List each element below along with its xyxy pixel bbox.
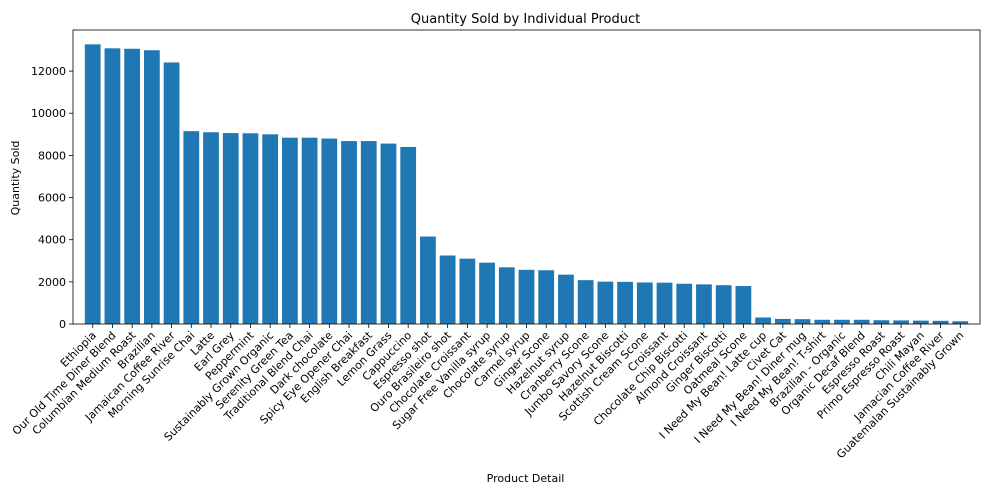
- bar: [124, 48, 141, 324]
- bar: [262, 134, 279, 324]
- bar: [203, 132, 219, 324]
- bar: [853, 319, 870, 324]
- bar: [498, 267, 515, 324]
- bar: [183, 131, 200, 324]
- bar: [656, 282, 673, 324]
- y-tick-label: 12000: [31, 65, 66, 78]
- bar: [597, 281, 614, 324]
- bar: [84, 44, 101, 324]
- bar: [380, 143, 397, 324]
- bar: [558, 274, 574, 324]
- bar: [932, 320, 949, 324]
- bar: [301, 137, 318, 324]
- y-tick-label: 4000: [38, 234, 66, 247]
- bar: [696, 284, 712, 324]
- bar: [617, 281, 633, 324]
- bar: [222, 133, 239, 324]
- bar: [163, 62, 180, 325]
- bars-layer: [84, 44, 969, 325]
- y-tick-label: 6000: [38, 192, 66, 205]
- bar: [400, 146, 417, 324]
- y-axis-label: Quantity Sold: [9, 141, 22, 216]
- bar: [893, 320, 910, 324]
- bar: [341, 141, 357, 324]
- y-tick-label: 0: [59, 318, 66, 331]
- bar: [912, 320, 929, 324]
- bar: [814, 319, 831, 324]
- bar: [538, 270, 555, 324]
- bar: [952, 321, 969, 324]
- bar: [577, 280, 594, 324]
- bar: [794, 319, 811, 324]
- bar: [735, 286, 752, 324]
- bar: [518, 269, 535, 324]
- bar: [774, 318, 791, 324]
- bar: [834, 319, 850, 324]
- bar: [873, 320, 890, 324]
- bar: [420, 236, 436, 324]
- bar: [143, 50, 160, 324]
- bar: [282, 137, 298, 324]
- bar: [676, 283, 693, 324]
- bar: [459, 258, 476, 324]
- y-tick-label: 2000: [38, 276, 66, 289]
- bar: [360, 141, 377, 324]
- bar: [104, 48, 121, 325]
- bar: [439, 255, 456, 324]
- chart-title: Quantity Sold by Individual Product: [411, 12, 640, 27]
- x-tick-label: Our Old Time Diner Blend: [10, 329, 119, 438]
- y-tick-label: 8000: [38, 149, 66, 162]
- y-tick-label: 10000: [31, 107, 66, 120]
- x-axis-label: Product Detail: [487, 472, 565, 485]
- bar: [479, 262, 495, 324]
- bar: [321, 138, 338, 324]
- bar: [636, 282, 653, 324]
- bar: [242, 133, 259, 324]
- bar: [715, 285, 732, 324]
- bar: [755, 317, 771, 324]
